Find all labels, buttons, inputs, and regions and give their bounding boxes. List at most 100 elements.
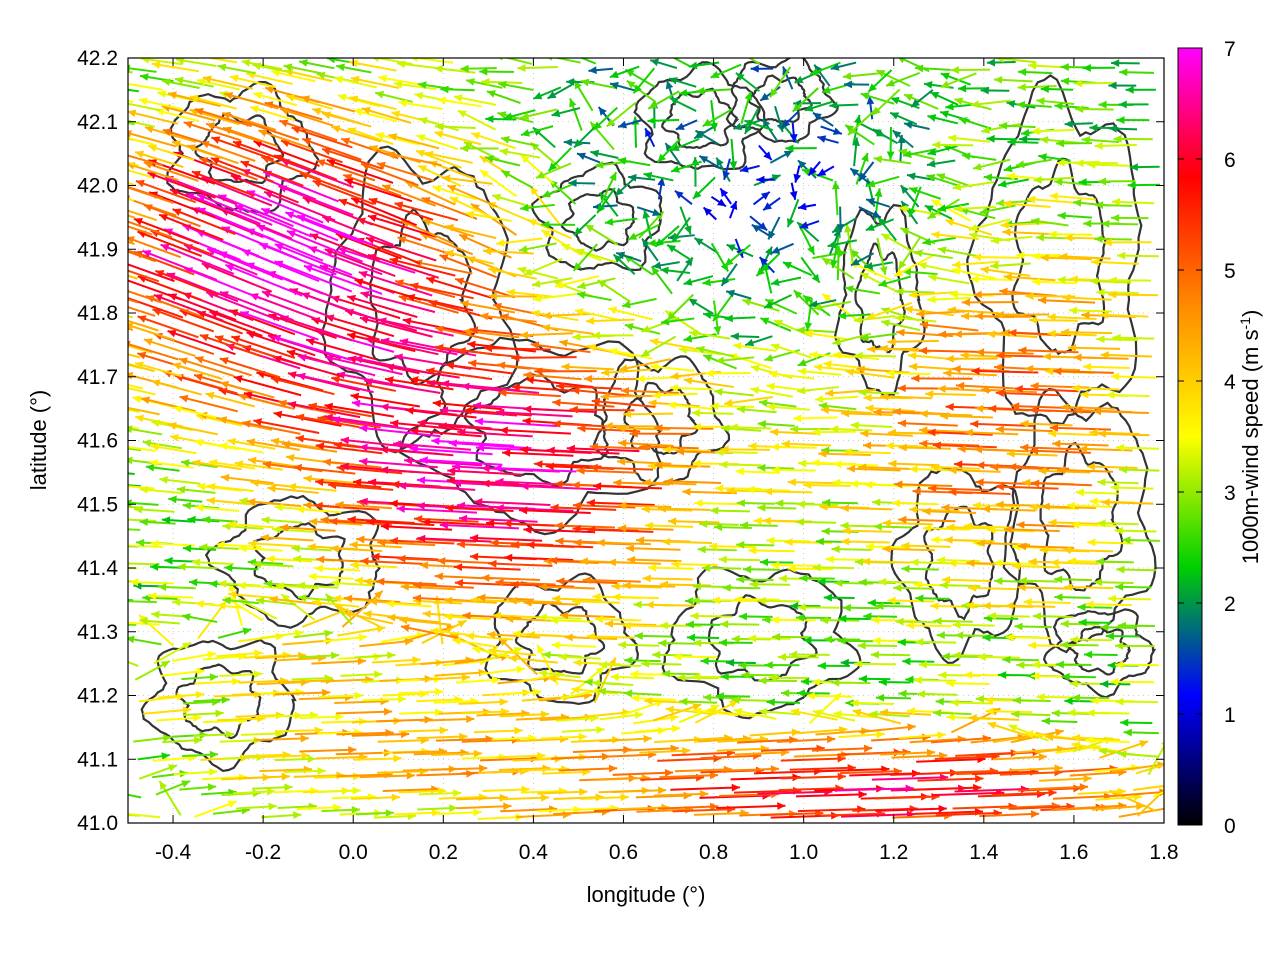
wind-arrow xyxy=(1011,710,1051,719)
wind-arrow xyxy=(612,768,674,777)
wind-arrow-head xyxy=(89,262,98,269)
wind-arrow-head xyxy=(630,670,639,679)
wind-arrow-head xyxy=(1011,710,1020,719)
wind-arrow-head xyxy=(725,658,735,667)
wind-arrow-head xyxy=(176,693,186,701)
wind-arrow-shaft xyxy=(849,751,911,756)
wind-arrow-shaft xyxy=(935,811,1002,817)
wind-arrow xyxy=(665,705,715,716)
wind-arrow-head xyxy=(266,787,276,796)
wind-arrow-shaft xyxy=(839,770,902,775)
wind-arrow-head xyxy=(644,697,653,705)
wind-arrow-shaft xyxy=(1133,784,1164,791)
wind-arrow-head xyxy=(516,665,525,674)
wind-arrow-shaft xyxy=(1109,790,1164,798)
wind-arrow-head xyxy=(254,649,263,658)
wind-arrow-shaft xyxy=(909,737,966,744)
wind-arrow-head xyxy=(314,726,323,735)
wind-arrow-head xyxy=(624,656,633,665)
wind-arrow xyxy=(398,687,444,696)
wind-arrow-shaft xyxy=(834,787,914,792)
wind-arrow xyxy=(610,673,655,681)
wind-arrow-head xyxy=(952,651,961,660)
wind-arrow-shaft xyxy=(657,757,722,762)
wind-arrow-head xyxy=(114,275,123,282)
wind-arrow-shaft xyxy=(537,790,588,795)
wind-arrow-shaft xyxy=(757,790,833,795)
wind-arrow-head xyxy=(781,689,790,698)
wind-arrow-head xyxy=(595,666,605,675)
wind-arrow-shaft xyxy=(456,805,512,810)
wind-arrow-head xyxy=(547,674,557,683)
wind-arrow xyxy=(173,768,218,776)
wind-arrow xyxy=(419,673,470,682)
wind-arrow xyxy=(700,657,735,666)
wind-arrow-shaft xyxy=(478,770,529,774)
wind-arrow-head xyxy=(94,419,103,427)
wind-arrow-shaft xyxy=(659,774,719,779)
wind-arrow-head xyxy=(457,620,467,628)
wind-arrow-head xyxy=(461,673,470,682)
wind-arrow-head xyxy=(397,695,407,704)
wind-arrow-head xyxy=(800,677,810,686)
wind-arrow-head xyxy=(937,731,946,740)
wind-arrow-shaft xyxy=(891,754,948,759)
wind-arrow-shaft xyxy=(128,812,161,819)
wind-arrow xyxy=(987,721,1036,739)
wind-arrow-shaft xyxy=(665,707,715,716)
contour-line xyxy=(1066,625,1131,676)
wind-arrow-head xyxy=(1090,696,1099,705)
wind-arrow xyxy=(571,685,618,695)
wind-arrow-head xyxy=(1008,724,1018,732)
wind-arrow xyxy=(917,774,984,783)
wind-arrow-head xyxy=(777,802,786,810)
wind-arrow-head xyxy=(968,714,977,722)
wind-arrow-head xyxy=(1139,740,1149,748)
wind-arrow-head xyxy=(537,751,546,760)
wind-arrow-head xyxy=(963,670,973,679)
wind-arrow-shaft xyxy=(654,426,714,430)
wind-arrow-head xyxy=(710,802,719,811)
wind-arrow-head xyxy=(435,687,444,696)
wind-arrow-head xyxy=(348,746,357,754)
wind-arrow xyxy=(875,804,947,813)
wind-arrow-head xyxy=(1054,728,1064,737)
wind-arrow xyxy=(768,673,810,682)
wind-arrow-shaft xyxy=(672,808,736,813)
wind-arrow-head xyxy=(1079,783,1089,791)
wind-arrow-head xyxy=(1031,672,1040,681)
wind-arrow-shaft xyxy=(128,600,157,604)
wind-arrow xyxy=(353,754,402,763)
wind-arrow-head xyxy=(479,764,488,773)
wind-arrow-head xyxy=(831,678,840,687)
wind-arrow xyxy=(336,707,393,716)
wind-arrow xyxy=(283,767,326,775)
contour-line xyxy=(1002,387,1157,654)
wind-arrow-head xyxy=(193,714,202,722)
wind-arrow-shaft xyxy=(871,776,949,781)
wind-arrow xyxy=(274,688,331,697)
wind-arrow-head xyxy=(1117,787,1126,796)
contour-line xyxy=(398,336,664,536)
wind-arrow-shaft xyxy=(1038,777,1092,782)
wind-arrow-head xyxy=(1012,696,1022,705)
wind-arrow-shaft xyxy=(636,808,694,813)
wind-arrow-head xyxy=(984,696,994,705)
wind-arrow-shaft xyxy=(841,813,916,818)
wind-arrow-head xyxy=(215,709,224,718)
wind-arrow-head xyxy=(1083,650,1093,659)
wind-arrow xyxy=(624,656,661,665)
wind-arrow-head xyxy=(833,710,842,719)
wind-arrow xyxy=(417,804,458,813)
contour-line xyxy=(1042,608,1157,699)
wind-arrow-shaft xyxy=(511,356,577,359)
wind-arrow xyxy=(480,665,525,675)
wind-arrow-head xyxy=(107,788,116,796)
wind-arrow-shaft xyxy=(797,807,866,813)
wind-arrow-head xyxy=(532,688,542,697)
wind-arrow xyxy=(431,749,483,758)
wind-arrow-head xyxy=(812,709,822,717)
wind-arrow-shaft xyxy=(419,717,475,722)
wind-arrow-shaft xyxy=(315,755,368,760)
